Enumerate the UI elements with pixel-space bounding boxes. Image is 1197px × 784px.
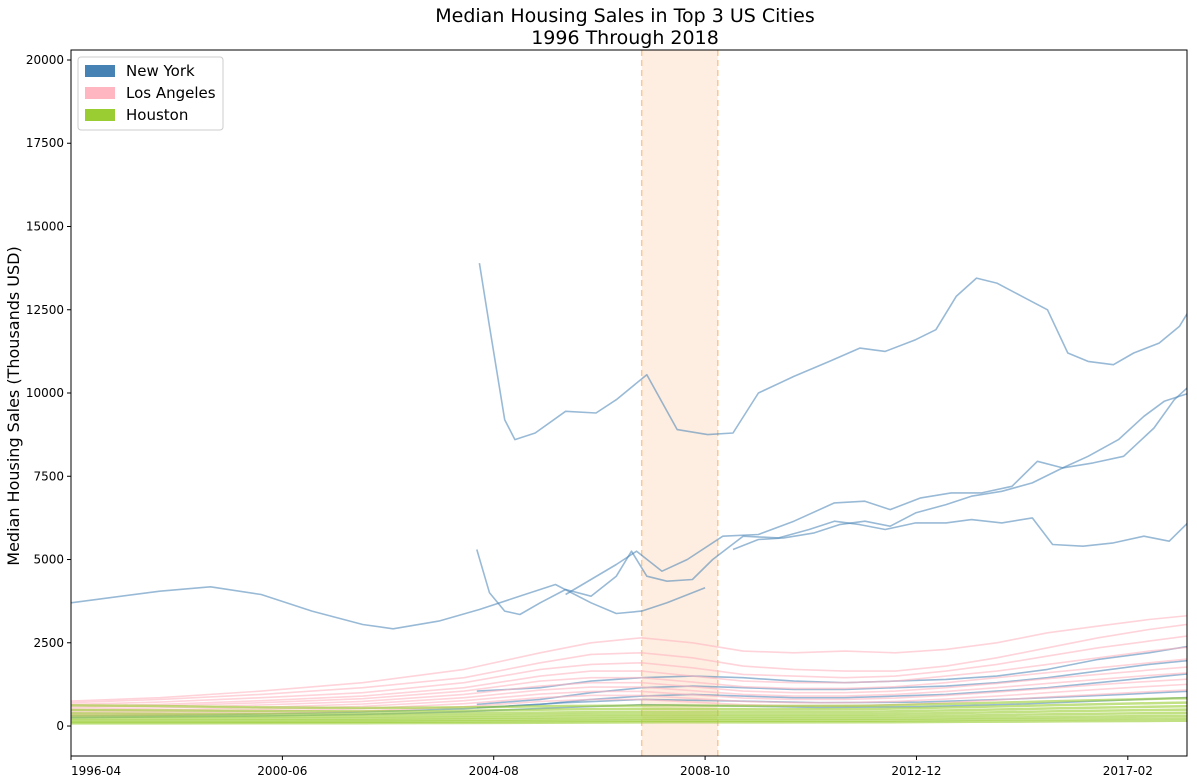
series-line-houston-25 [71, 714, 1187, 722]
series-line-new-york-2 [476, 517, 1187, 616]
x-axis-ticks: 1996-04 2000-06 2004-08 2008-10 2012-12 2017-… [70, 756, 1153, 778]
series-line-new-york-0 [71, 583, 706, 630]
series-line-houston-20 [71, 696, 1187, 710]
legend-label: New York [126, 62, 195, 80]
series-line-houston-22 [71, 705, 1187, 716]
series-line-los-angeles-13 [71, 646, 1187, 707]
legend-label: Houston [126, 106, 188, 124]
y-tick-label: 0 [56, 719, 64, 733]
series-lines [71, 262, 1187, 725]
plot-frame [70, 49, 1188, 757]
y-axis-ticks: 0 2500 5000 7500 10000 12500 15000 17500 20000 [26, 53, 71, 733]
x-tick-label: 1996-04 [71, 764, 121, 778]
series-line-houston-21 [71, 701, 1187, 713]
series-line-los-angeles-10 [71, 614, 1187, 702]
y-tick-label: 2500 [33, 636, 64, 650]
y-tick-label: 17500 [26, 136, 64, 150]
series-line-new-york-3 [565, 386, 1187, 596]
x-tick-label: 2017-02 [1103, 764, 1153, 778]
legend-swatch-new-york [85, 65, 115, 77]
y-tick-label: 5000 [33, 553, 64, 567]
series-line-los-angeles-17 [71, 678, 1187, 714]
recession-shaded-region [641, 50, 718, 756]
y-tick-label: 7500 [33, 469, 64, 483]
series-line-los-angeles-18 [71, 683, 1187, 716]
legend-swatch-los-angeles [85, 87, 115, 99]
x-tick-label: 2008-10 [680, 764, 730, 778]
x-tick-label: 2004-08 [469, 764, 519, 778]
chart-subtitle: 1996 Through 2018 [531, 27, 719, 49]
series-line-new-york-1 [478, 262, 1187, 441]
x-tick-label: 2012-12 [891, 764, 941, 778]
series-line-houston-23 [71, 708, 1187, 718]
x-tick-label: 2000-06 [257, 764, 307, 778]
series-line-los-angeles-16 [71, 672, 1187, 712]
legend: New York Los Angeles Houston [77, 56, 224, 131]
y-tick-label: 12500 [26, 303, 64, 317]
legend-swatch-houston [85, 109, 115, 121]
series-line-los-angeles-14 [71, 658, 1187, 709]
plot-area [71, 50, 1187, 756]
legend-label: Los Angeles [126, 84, 216, 102]
axes: 0 2500 5000 7500 10000 12500 15000 17500 20000 1… [26, 49, 1188, 778]
y-tick-label: 10000 [26, 386, 64, 400]
series-line-new-york-4 [732, 392, 1187, 551]
series-line-houston-24 [71, 711, 1187, 720]
series-line-los-angeles-12 [71, 635, 1187, 706]
y-tick-label: 20000 [26, 53, 64, 67]
series-line-los-angeles-11 [71, 623, 1187, 704]
series-line-houston-26 [71, 717, 1187, 724]
series-line-houston-27 [71, 719, 1187, 725]
y-tick-label: 15000 [26, 220, 64, 234]
y-axis-label: Median Housing Sales (Thousands USD) [4, 246, 23, 565]
chart-title: Median Housing Sales in Top 3 US Cities [435, 5, 815, 27]
series-line-los-angeles-15 [71, 666, 1187, 711]
